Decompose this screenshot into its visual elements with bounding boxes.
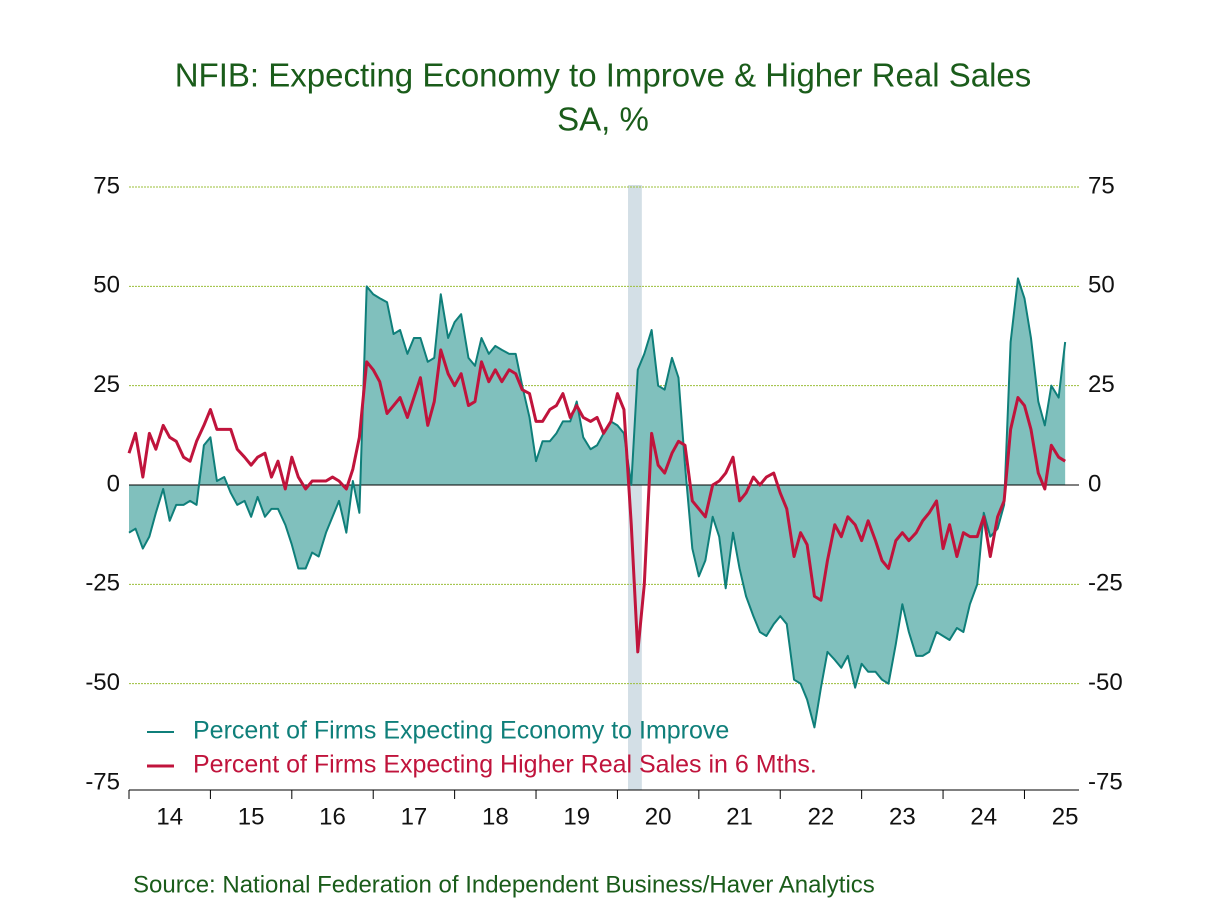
y-tick-label: -50 (85, 669, 120, 696)
x-tick-label: 19 (563, 803, 590, 830)
source-note: Source: National Federation of Independe… (133, 871, 875, 898)
x-tick-label: 17 (401, 803, 428, 830)
y2-tick-label: 50 (1088, 272, 1115, 299)
y2-tick-label: 0 (1088, 470, 1101, 497)
legend-label: Percent of Firms Expecting Higher Real S… (193, 751, 817, 779)
series-line (127, 348, 1066, 654)
y2-tick-label: -75 (1088, 768, 1123, 795)
x-tick-label: 21 (726, 803, 753, 830)
y-tick-label: -75 (85, 768, 120, 795)
x-tick-label: 16 (319, 803, 346, 830)
y-tick-label: 25 (93, 371, 120, 398)
x-tick-label: 20 (645, 803, 672, 830)
y-tick-label: 50 (93, 272, 120, 299)
x-tick-label: 23 (889, 803, 916, 830)
chart-subtitle: SA, % (557, 101, 649, 138)
x-tick-label: 18 (482, 803, 509, 830)
y2-tick-label: 25 (1088, 371, 1115, 398)
area-fill (129, 278, 1066, 728)
x-tick-label: 14 (156, 803, 183, 830)
y2-tick-label: -25 (1088, 570, 1123, 597)
y2-tick-label: -50 (1088, 669, 1123, 696)
y-tick-label: -25 (85, 570, 120, 597)
series-line (128, 277, 1067, 729)
legend-label: Percent of Firms Expecting Economy to Im… (193, 717, 729, 745)
x-tick-label: 22 (808, 803, 835, 830)
y-tick-label: 0 (107, 470, 120, 497)
y2-tick-label: 75 (1088, 172, 1115, 199)
x-tick-label: 24 (970, 803, 997, 830)
x-tick-label: 25 (1052, 803, 1079, 830)
y-tick-label: 75 (93, 172, 120, 199)
chart-title: NFIB: Expecting Economy to Improve & Hig… (175, 57, 1032, 94)
x-tick-label: 15 (238, 803, 265, 830)
